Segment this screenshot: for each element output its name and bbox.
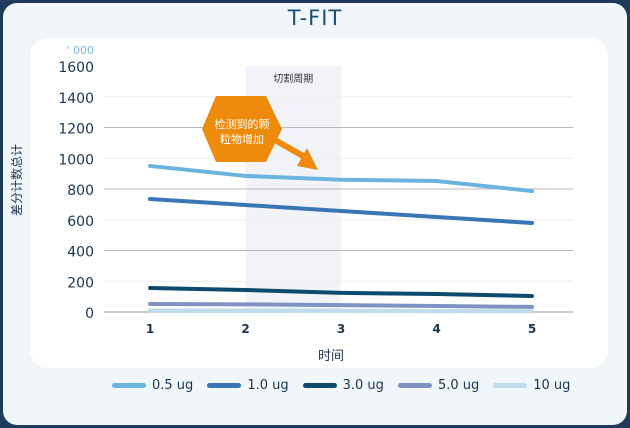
legend-label: 5.0 ug (437, 378, 480, 393)
legend-item: 5.0 ug (397, 378, 480, 393)
annotation-text-line2: 粒物增加 (220, 132, 264, 146)
legend-item: 3.0 ug (302, 378, 384, 393)
legend-swatch (493, 383, 528, 388)
y-tick-label: 600 (67, 214, 94, 230)
y-axis-label: 差分计数总计 (9, 144, 24, 216)
series-line-10-ug (148, 308, 534, 314)
x-tick-label: 3 (337, 322, 345, 336)
series-line-1-0-ug (148, 196, 534, 225)
legend-swatch (302, 383, 337, 388)
x-axis-label: 时间 (318, 349, 344, 364)
series-line-0-5-ug (148, 163, 534, 193)
x-tick-label: 1 (146, 322, 154, 336)
annotation-hexagon (202, 96, 282, 162)
y-tick-label: 1600 (58, 60, 94, 76)
legend-item: 10 ug (493, 378, 570, 393)
legend-item: 0.5 ug (112, 378, 193, 393)
series-line-5-0-ug (148, 302, 534, 309)
legend-swatch (207, 383, 242, 388)
y-tick-label: 1400 (58, 91, 94, 107)
y-tick-label: 1200 (58, 122, 94, 138)
x-tick-label: 4 (432, 322, 440, 336)
legend-swatch (397, 383, 432, 388)
y-tick-label: 800 (67, 183, 94, 199)
legend-label: 3.0 ug (342, 378, 384, 393)
legend-label: 0.5 ug (152, 378, 194, 393)
y-tick-label: 1000 (58, 152, 94, 168)
legend-item: 1.0 ug (207, 378, 289, 393)
annotation-arrow-head (297, 148, 318, 170)
legend-label: 1.0 ug (247, 378, 289, 393)
unit-label: ' 000 (66, 44, 94, 57)
legend-label: 10 ug (533, 378, 571, 393)
shaded-region-label: 切割周期 (273, 72, 313, 85)
annotation-text-line1: 检测到的颗 (215, 117, 270, 131)
y-tick-label: 0 (85, 306, 94, 322)
series-line-3-0-ug (148, 286, 534, 299)
x-tick-label: 5 (528, 322, 536, 336)
y-tick-label: 400 (67, 245, 94, 261)
x-tick-label: 2 (241, 322, 249, 336)
legend-swatch (112, 383, 146, 388)
legend: 0.5 ug 1.0 ug 3.0 ug 5.0 ug 10 ug (112, 378, 584, 393)
y-tick-label: 200 (67, 275, 94, 291)
chart-title: T-FIT (287, 6, 343, 30)
